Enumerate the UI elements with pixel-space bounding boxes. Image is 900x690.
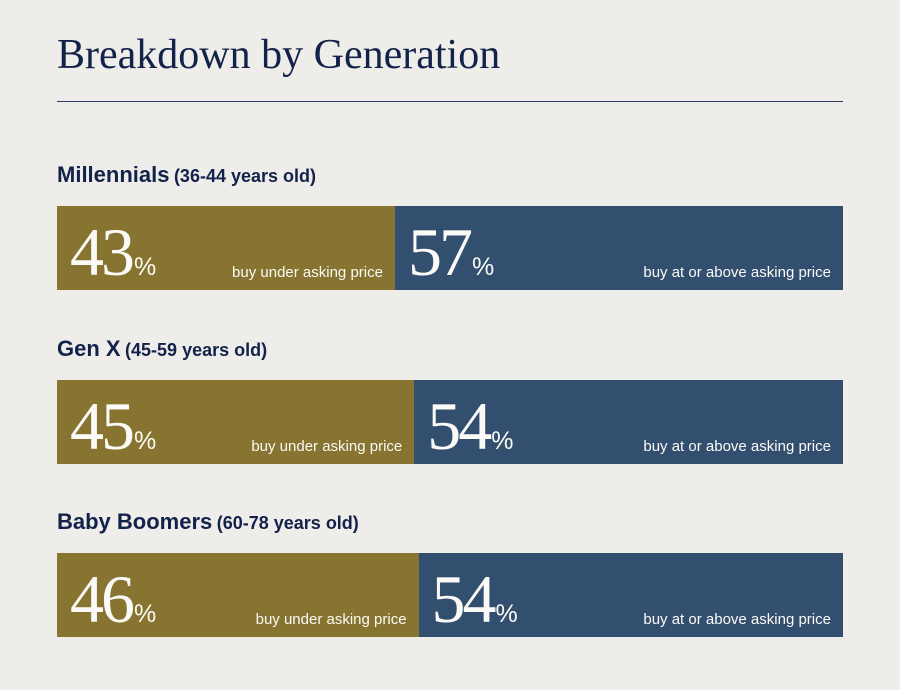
generation-name: Gen X xyxy=(57,336,121,361)
generation-group: Gen X (45-59 years old) 45% buy under aski… xyxy=(57,334,843,464)
generation-name: Millennials xyxy=(57,162,170,187)
data-label: 46% xyxy=(70,565,156,633)
bar-segment-under-asking: 45% buy under asking price xyxy=(57,380,415,464)
percent-sign: % xyxy=(134,253,157,281)
percent-value: 46 xyxy=(70,561,135,637)
percent-sign: % xyxy=(134,427,157,455)
generation-age-range: (60-78 years old) xyxy=(216,513,359,533)
bar-segment-at-or-above-asking: 57% buy at or above asking price xyxy=(394,206,843,290)
generation-age-range: (45-59 years old) xyxy=(125,340,268,360)
percent-value: 43 xyxy=(70,214,135,290)
segment-caption: buy under asking price xyxy=(232,264,383,281)
stacked-bar: 46% buy under asking price 54% buy at or ab… xyxy=(57,553,843,637)
generation-label: Baby Boomers (60-78 years old) xyxy=(57,507,359,537)
percent-sign: % xyxy=(471,253,495,281)
bar-segment-under-asking: 43% buy under asking price xyxy=(57,206,395,290)
percent-value: 54 xyxy=(427,388,492,464)
title-divider xyxy=(57,101,843,102)
data-label: 43% xyxy=(70,218,156,286)
generation-group: Millennials (36-44 years old) 43% buy unde… xyxy=(57,160,843,290)
generation-label: Millennials (36-44 years old) xyxy=(57,160,316,190)
segment-caption: buy at or above asking price xyxy=(643,438,831,455)
stacked-bar: 45% buy under asking price 54% buy at or ab… xyxy=(57,380,843,464)
segment-caption: buy under asking price xyxy=(251,438,403,455)
segment-caption: buy under asking price xyxy=(255,611,407,628)
segment-caption: buy at or above asking price xyxy=(643,611,831,628)
data-label: 57% xyxy=(408,218,494,286)
generation-label: Gen X (45-59 years old) xyxy=(57,334,267,364)
percent-sign: % xyxy=(134,600,157,628)
data-label: 45% xyxy=(70,392,156,460)
stacked-bar: 43% buy under asking price 57% buy at or ab… xyxy=(57,206,843,290)
percent-value: 57 xyxy=(407,214,473,290)
bar-segment-under-asking: 46% buy under asking price xyxy=(57,553,419,637)
bar-segment-at-or-above-asking: 54% buy at or above asking price xyxy=(418,553,843,637)
percent-sign: % xyxy=(491,427,514,455)
percent-value: 45 xyxy=(70,388,135,464)
percent-sign: % xyxy=(495,600,518,628)
data-label: 54% xyxy=(427,392,513,460)
generation-group: Baby Boomers (60-78 years old) 46% buy und… xyxy=(57,507,843,637)
generation-name: Baby Boomers xyxy=(57,509,213,534)
generation-age-range: (36-44 years old) xyxy=(173,166,317,186)
data-label: 54% xyxy=(432,565,518,633)
bar-segment-at-or-above-asking: 54% buy at or above asking price xyxy=(414,380,843,464)
percent-value: 54 xyxy=(431,561,497,637)
chart-title: Breakdown by Generation xyxy=(57,32,501,78)
segment-caption: buy at or above asking price xyxy=(643,264,831,281)
